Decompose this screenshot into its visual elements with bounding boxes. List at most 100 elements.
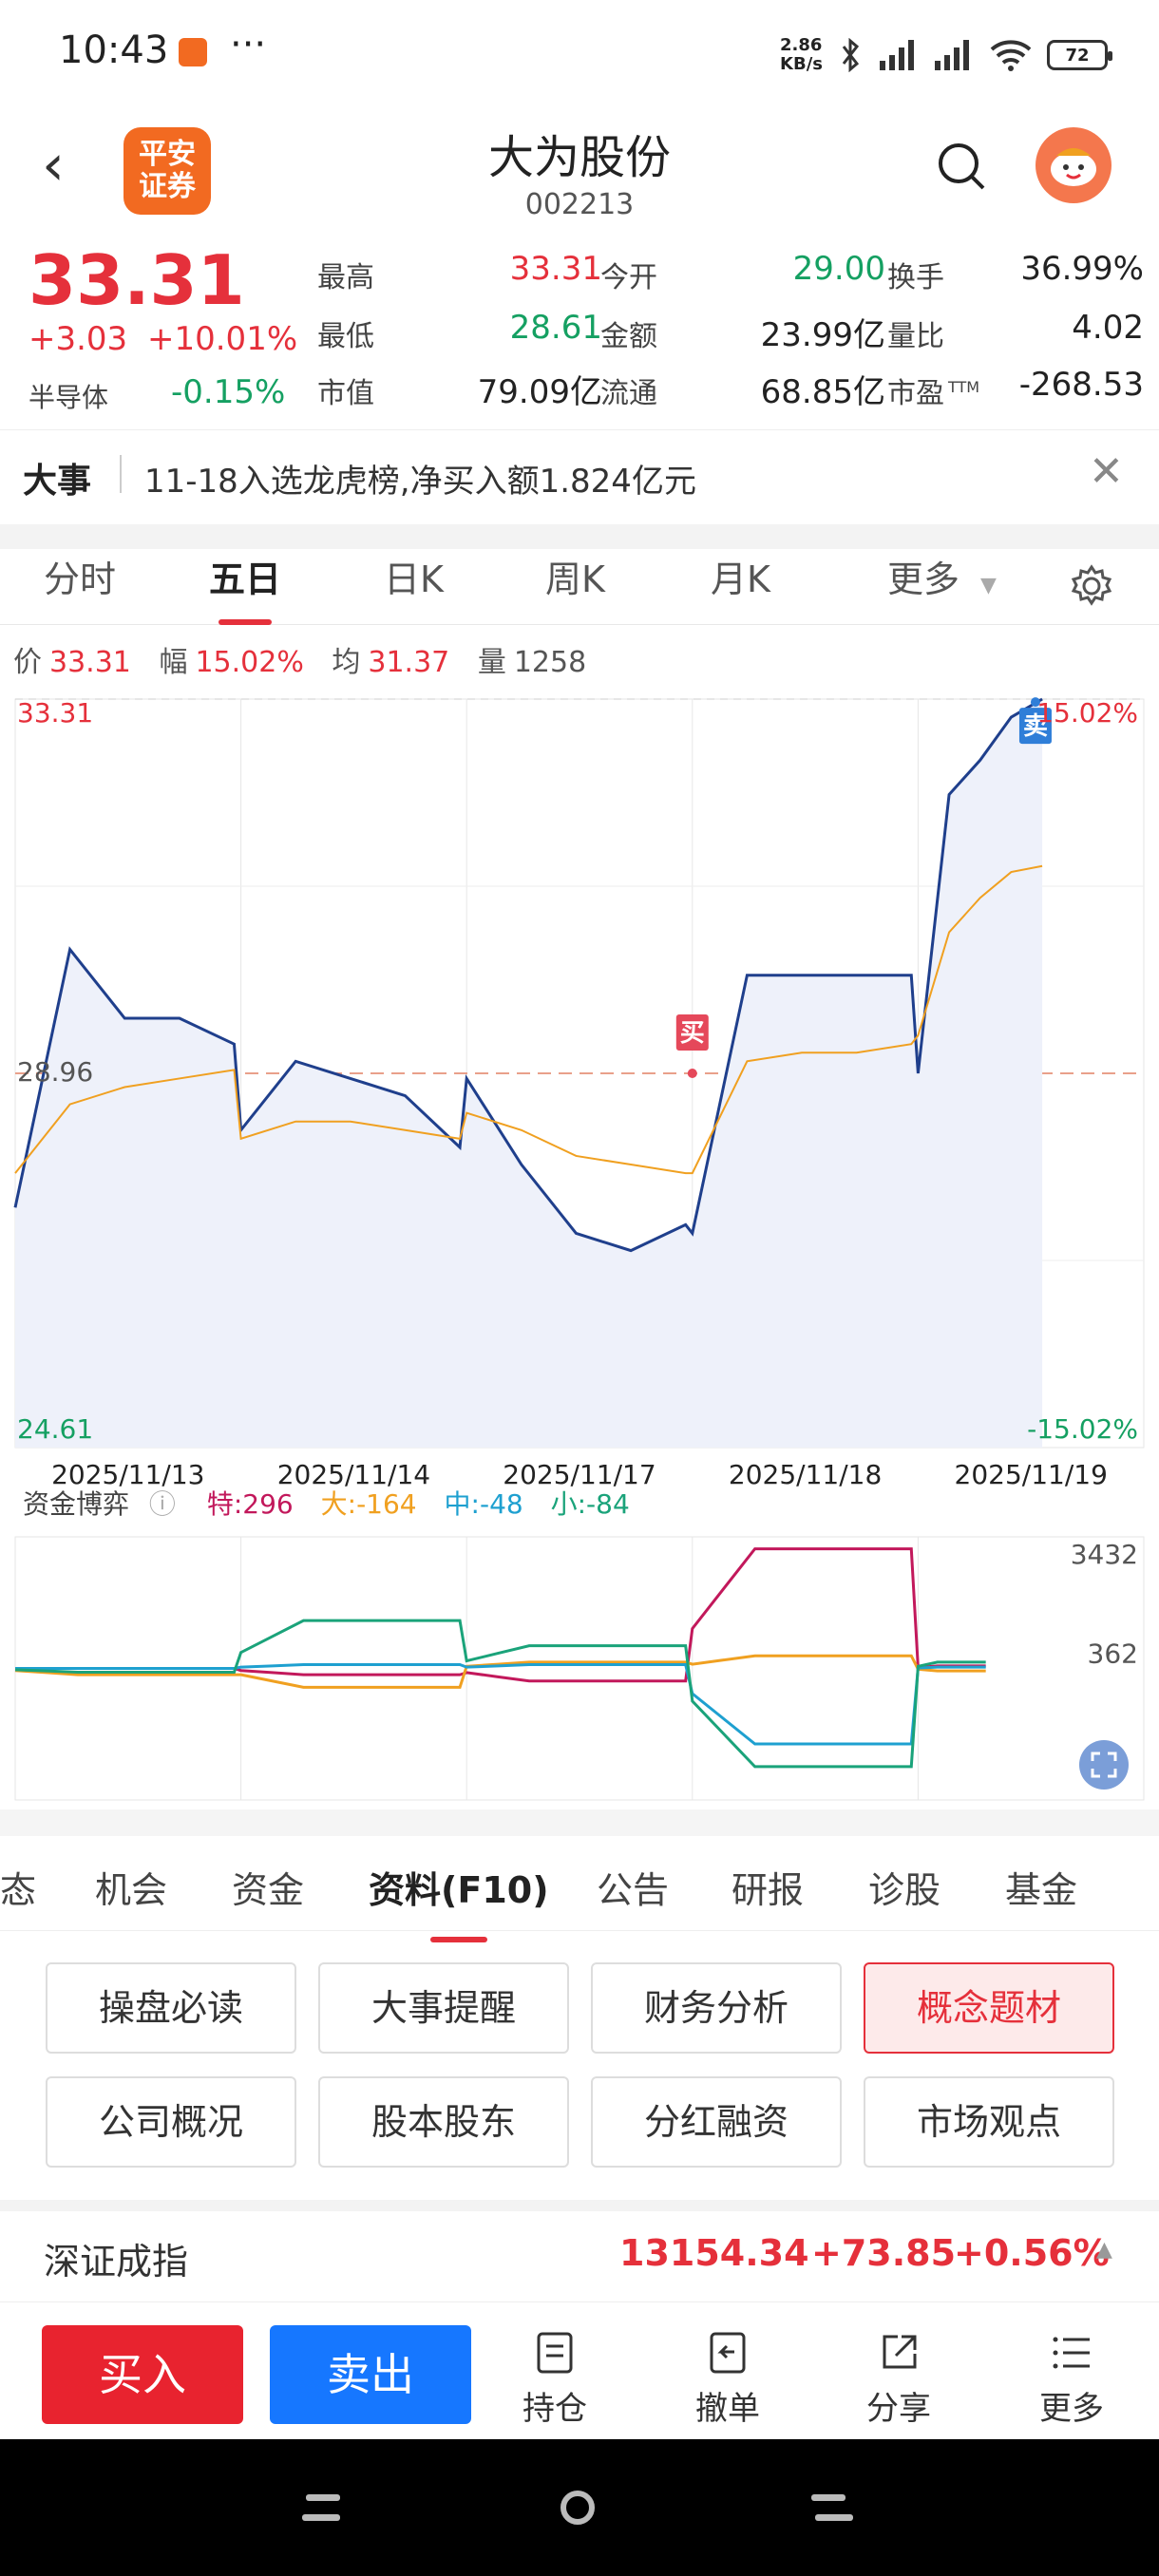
broker-logo: 平安 证券 bbox=[124, 127, 211, 215]
sell-marker[interactable]: 卖 bbox=[1018, 697, 1052, 745]
tab-more-label: 更多 bbox=[887, 559, 960, 600]
document-icon bbox=[537, 2332, 573, 2374]
price-label: 价 bbox=[13, 646, 42, 679]
index-name: 深证成指 bbox=[44, 2241, 189, 2282]
event-text[interactable]: 11-18入选龙虎榜,净买入额1.824亿元 bbox=[144, 463, 696, 501]
flow-line bbox=[14, 1654, 986, 1689]
quote-value: -268.53 bbox=[1018, 366, 1144, 404]
event-banner[interactable]: 大事 11-18入选龙虎榜,净买入额1.824亿元 ✕ bbox=[0, 429, 1159, 524]
signal-icon-2 bbox=[935, 40, 969, 70]
info-tabs: 态 机会 资金 资料(F10) 公告 研报 诊股 基金 bbox=[0, 1836, 1159, 1942]
tab-research[interactable]: 研报 bbox=[732, 1869, 805, 1911]
mascot-icon bbox=[1051, 148, 1096, 186]
sector-name[interactable]: 半导体 bbox=[28, 382, 109, 413]
tab-f10[interactable]: 资料(F10) bbox=[369, 1861, 549, 1942]
x-tick-label: 2025/11/17 bbox=[503, 1459, 656, 1490]
sell-button[interactable]: 卖出 bbox=[270, 2325, 471, 2424]
buy-marker[interactable]: 买 bbox=[675, 1014, 709, 1078]
flow-title: 资金博弈 bbox=[23, 1488, 130, 1520]
hold-button[interactable]: 持仓 bbox=[498, 2331, 612, 2429]
home-icon[interactable] bbox=[557, 2487, 598, 2529]
quote-value: 79.09亿 bbox=[477, 373, 602, 411]
y-label-prev-close: 28.96 bbox=[17, 1056, 93, 1088]
ttm-superscript: TTM bbox=[948, 378, 980, 396]
fund-flow-section: 资金博弈 ⓘ 特:296 大:-164 中:-48 小:-84 3432 362 bbox=[0, 1482, 1159, 1809]
tab-monthly-k[interactable]: 月K bbox=[711, 559, 770, 600]
back-button[interactable]: ‹ bbox=[42, 132, 65, 199]
tab-announcements[interactable]: 公告 bbox=[597, 1869, 670, 1911]
marker-label: 买 bbox=[680, 1019, 705, 1048]
button-financial-analysis[interactable]: 财务分析 bbox=[591, 1962, 842, 2054]
recent-apps-icon[interactable] bbox=[302, 2491, 344, 2525]
last-price: 33.31 bbox=[28, 240, 245, 320]
y-label-pct-high: 15.02% bbox=[1036, 697, 1138, 729]
share-icon bbox=[883, 2335, 917, 2369]
app-notification-icon bbox=[179, 38, 207, 66]
fullscreen-icon[interactable] bbox=[1079, 1740, 1129, 1790]
button-concepts[interactable]: 概念题材 bbox=[864, 1962, 1114, 2054]
menu-icon bbox=[1053, 2337, 1090, 2369]
quote-label: 今开 bbox=[600, 261, 657, 294]
divider bbox=[120, 455, 122, 493]
tab-more[interactable]: 更多 ▼ bbox=[887, 549, 997, 625]
quote-value: 33.31 bbox=[509, 250, 602, 288]
cancel-order-button[interactable]: 撤单 bbox=[671, 2331, 785, 2429]
button-market-views[interactable]: 市场观点 bbox=[864, 2076, 1114, 2168]
y-label-high: 33.31 bbox=[17, 697, 93, 729]
flow-item-large: 大:-164 bbox=[320, 1488, 417, 1520]
caret-up-icon[interactable]: ▲ bbox=[1096, 2238, 1112, 2262]
info-icon[interactable]: ⓘ bbox=[148, 1488, 176, 1520]
quote-label: 量比 bbox=[887, 320, 944, 353]
close-icon[interactable]: ✕ bbox=[1089, 447, 1124, 496]
x-tick-label: 2025/11/18 bbox=[729, 1459, 882, 1490]
x-tick-label: 2025/11/14 bbox=[277, 1459, 430, 1490]
index-pct: +0.56% bbox=[954, 2232, 1110, 2274]
cancel-order-icon bbox=[710, 2332, 746, 2374]
tab-funds[interactable]: 资金 bbox=[232, 1869, 305, 1911]
share-label: 分享 bbox=[866, 2390, 931, 2428]
x-tick-label: 2025/11/19 bbox=[955, 1459, 1108, 1490]
flow-item-small: 小:-84 bbox=[550, 1488, 630, 1520]
average-price-line bbox=[14, 864, 1043, 1175]
stock-name: 大为股份 bbox=[487, 131, 671, 184]
avatar[interactable] bbox=[1036, 127, 1112, 203]
button-trading-must-read[interactable]: 操盘必读 bbox=[46, 1962, 296, 2054]
button-company-overview[interactable]: 公司概况 bbox=[46, 2076, 296, 2168]
chart-tabs: 分时 五日 日K 周K 月K 更多 ▼ bbox=[0, 549, 1159, 625]
button-shareholders[interactable]: 股本股东 bbox=[318, 2076, 569, 2168]
quote-label: 最低 bbox=[317, 320, 374, 353]
five-day-chart[interactable]: 买 卖 33.31 28.96 24.61 15.02% -15.02% 2025/11/13… bbox=[0, 684, 1159, 1501]
sector-change: -0.15% bbox=[171, 373, 286, 411]
flow-y-top: 3432 bbox=[1071, 1539, 1138, 1570]
index-value: 13154.34 bbox=[619, 2232, 809, 2274]
stock-code: 002213 bbox=[524, 188, 635, 221]
tab-five-day[interactable]: 五日 bbox=[209, 549, 281, 625]
index-ticker[interactable]: 深证成指 13154.34 +73.85 +0.56% ▲ bbox=[0, 2211, 1159, 2301]
search-icon[interactable] bbox=[936, 141, 987, 192]
quote-value: 36.99% bbox=[1020, 250, 1144, 288]
buy-button[interactable]: 买入 bbox=[42, 2325, 243, 2424]
gear-icon[interactable] bbox=[1070, 564, 1113, 608]
tab-daily-k[interactable]: 日K bbox=[384, 559, 444, 600]
flow-line bbox=[14, 1619, 986, 1769]
tab-diagnosis[interactable]: 诊股 bbox=[868, 1869, 941, 1911]
status-icons: 2.86 KB/s 72 bbox=[780, 36, 1112, 74]
tab-weekly-k[interactable]: 周K bbox=[545, 559, 605, 600]
marker-label: 卖 bbox=[1023, 712, 1048, 741]
button-dividends[interactable]: 分红融资 bbox=[591, 2076, 842, 2168]
back-nav-icon[interactable] bbox=[811, 2491, 853, 2525]
flow-line bbox=[15, 1663, 986, 1746]
quote-label: 金额 bbox=[600, 320, 657, 353]
quote-value: 68.85亿 bbox=[760, 373, 885, 411]
tab-fund[interactable]: 基金 bbox=[1005, 1869, 1078, 1911]
system-nav-bar bbox=[0, 2439, 1159, 2576]
event-label: 大事 bbox=[23, 462, 92, 501]
share-button[interactable]: 分享 bbox=[842, 2331, 956, 2429]
x-tick-label: 2025/11/13 bbox=[51, 1459, 204, 1490]
tab-intraday[interactable]: 分时 bbox=[44, 559, 117, 600]
tab-status[interactable]: 态 bbox=[0, 1869, 37, 1911]
more-button[interactable]: 更多 bbox=[1015, 2331, 1129, 2429]
button-event-reminder[interactable]: 大事提醒 bbox=[318, 1962, 569, 2054]
signal-icon bbox=[880, 40, 914, 70]
tab-opportunity[interactable]: 机会 bbox=[95, 1869, 168, 1911]
